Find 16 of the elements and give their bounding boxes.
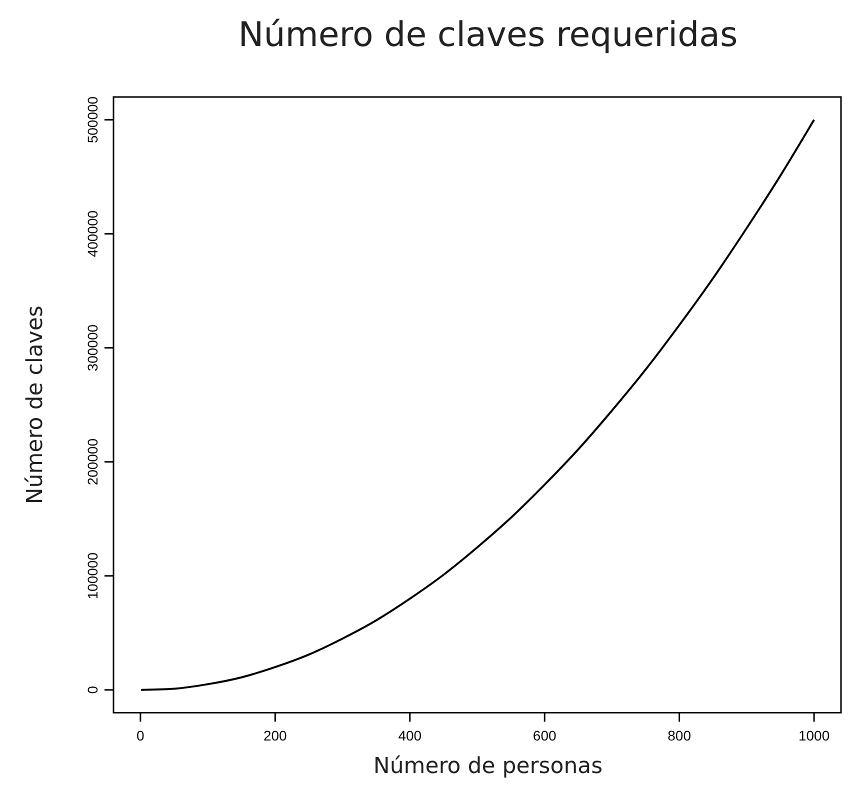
x-axis-title: Número de personas (373, 754, 603, 779)
x-tick-label: 200 (263, 728, 288, 744)
x-tick-label: 0 (136, 728, 145, 744)
x-tick-label: 1000 (798, 728, 830, 744)
line-series (140, 118, 816, 691)
y-axis-title: Número de claves (23, 306, 48, 504)
x-tick-label: 400 (398, 728, 422, 744)
y-tick-label: 500000 (84, 96, 100, 144)
chart-title: Número de claves requeridas (238, 15, 738, 55)
x-tick-label: 800 (668, 728, 692, 744)
y-tick-label: 200000 (84, 438, 100, 486)
y-tick-label: 100000 (84, 552, 100, 600)
y-tick-label: 300000 (84, 324, 100, 372)
x-tick-label: 600 (532, 728, 557, 744)
y-tick-label: 0 (84, 686, 100, 694)
y-tick-label: 400000 (84, 210, 100, 258)
